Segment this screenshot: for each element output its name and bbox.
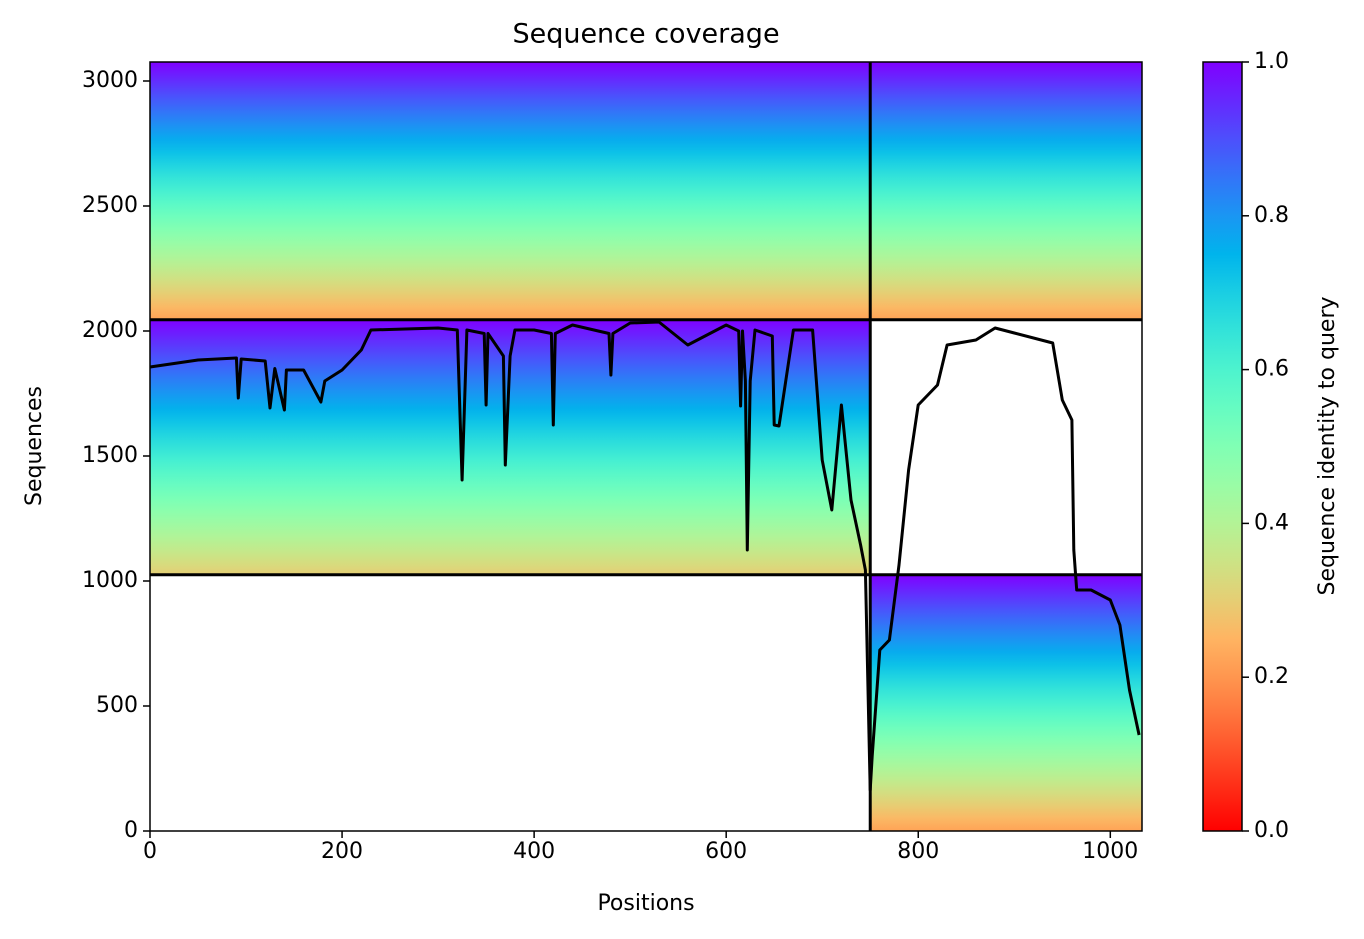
x-tick-label: 400 [513,839,555,864]
y-tick-label: 3000 [82,68,138,93]
msa-block [870,574,1142,831]
x-tick-label: 200 [321,839,363,864]
y-tick-label: 1000 [82,568,138,593]
colorbar-tick-label: 0.8 [1254,203,1289,228]
plot-frame [149,61,1143,832]
colorbar-tick-label: 0.4 [1254,510,1289,535]
chart-title: Sequence coverage [512,19,779,50]
colorbar-tick-label: 0.6 [1254,357,1289,382]
y-tick-label: 500 [96,693,138,718]
colorbar-label: Sequence identity to query [1315,296,1340,595]
msa-block [150,62,1142,320]
y-tick-label: 1500 [82,443,138,468]
coverage-line [149,320,1141,792]
x-tick-label: 0 [143,839,157,864]
x-tick-label: 1000 [1082,839,1138,864]
y-tick-label: 2000 [82,318,138,343]
x-tick-label: 800 [897,839,939,864]
x-tick-label: 600 [705,839,747,864]
colorbar-tick-label: 0.2 [1254,664,1289,689]
colorbar-tick-label: 0.0 [1254,818,1289,843]
y-tick-label: 0 [124,818,138,843]
y-tick-label: 2500 [82,193,138,218]
colorbar [1202,61,1243,832]
y-axis-label: Sequences [22,386,47,506]
colorbar-tick-label: 1.0 [1254,49,1289,74]
x-axis-label: Positions [597,891,694,916]
